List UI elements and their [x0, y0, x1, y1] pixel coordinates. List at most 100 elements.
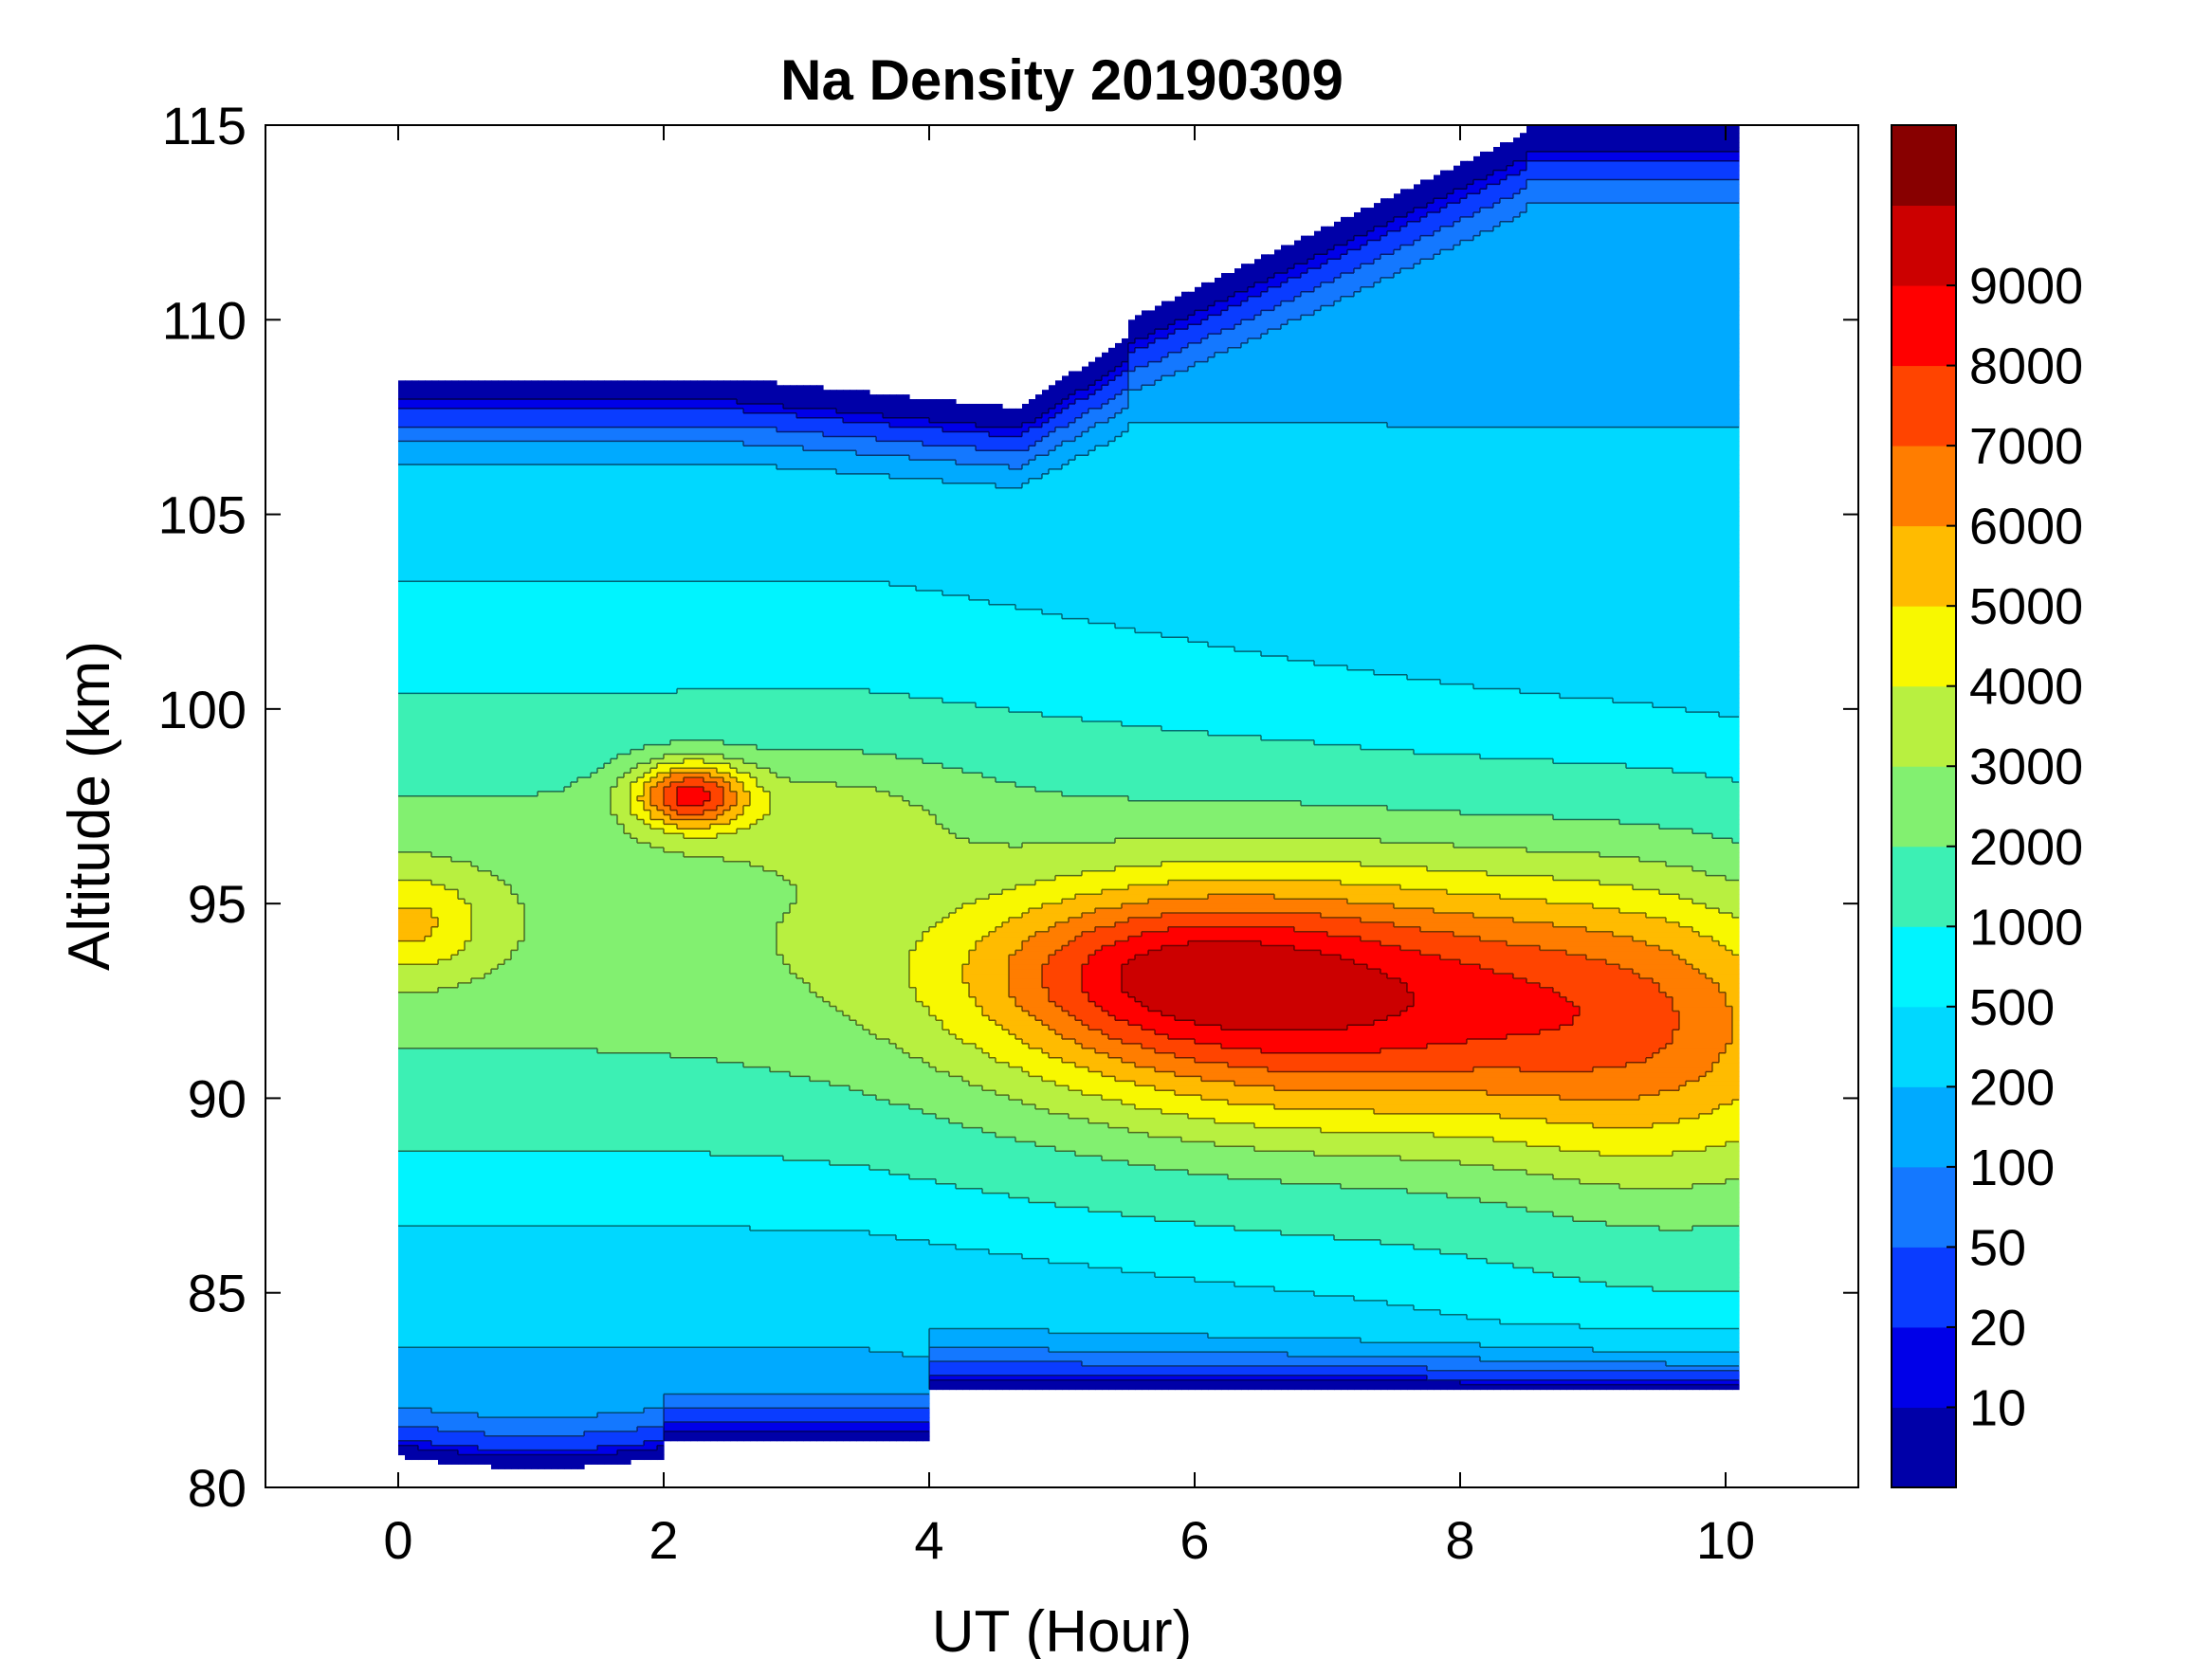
contour-cell [418, 1007, 426, 1012]
contour-cell [405, 591, 412, 596]
contour-cell [398, 1011, 406, 1016]
contour-cell [411, 591, 419, 596]
contour-cell [405, 637, 412, 643]
contour-cell [405, 866, 412, 872]
contour-cell [411, 413, 419, 419]
contour-cell [398, 782, 406, 788]
contour-cell [398, 390, 406, 395]
contour-cell [405, 544, 412, 550]
contour-cell [411, 918, 419, 923]
contour-cell [418, 1053, 426, 1059]
contour-cell [411, 1376, 419, 1381]
contour-cell [405, 1361, 412, 1367]
contour-cell [411, 642, 419, 647]
contour-cell [398, 1408, 406, 1413]
contour-cell [405, 1282, 412, 1287]
contour-cell [398, 469, 406, 475]
contour-cell [398, 605, 406, 611]
contour-cell [411, 498, 419, 503]
contour-cell [405, 1310, 412, 1316]
contour-cell [398, 651, 406, 657]
contour-cell [398, 862, 406, 867]
contour-cell [398, 745, 406, 751]
contour-cell [398, 1100, 406, 1105]
contour-cell [405, 409, 412, 414]
contour-cell [405, 1328, 412, 1334]
contour-cell [411, 1128, 419, 1134]
contour-cell [398, 1305, 406, 1311]
contour-cell [398, 884, 406, 890]
contour-cell [411, 1114, 419, 1120]
contour-cell [411, 1015, 419, 1021]
contour-cell [411, 1264, 419, 1269]
contour-cell [418, 1427, 426, 1432]
contour-cell [398, 857, 406, 863]
contour-cell [398, 740, 406, 746]
contour-cell [405, 932, 412, 938]
contour-cell [398, 1231, 406, 1236]
contour-cell [418, 1119, 426, 1124]
contour-cell [418, 993, 426, 998]
contour-cell [411, 945, 419, 951]
contour-cell [411, 1007, 419, 1012]
contour-cell [411, 712, 419, 718]
contour-cell [405, 983, 412, 989]
contour-cell [418, 1175, 426, 1180]
contour-cell [398, 1007, 406, 1012]
contour-cell [405, 610, 412, 615]
contour-cell [398, 997, 406, 1003]
contour-cell [398, 969, 406, 975]
contour-cell [418, 1226, 426, 1231]
contour-cell [411, 1310, 419, 1316]
contour-cell [418, 1090, 426, 1096]
contour-cell [411, 1104, 419, 1110]
contour-cell [405, 684, 412, 690]
contour-cell [405, 549, 412, 555]
contour-cell [418, 1352, 426, 1358]
contour-cell [405, 1058, 412, 1064]
contour-cell [411, 432, 419, 438]
contour-cell [411, 1039, 419, 1045]
contour-cell [398, 680, 406, 685]
contour-cell [405, 1048, 412, 1054]
contour-cell [418, 1156, 426, 1161]
contour-cell [411, 1011, 419, 1016]
contour-cell [398, 1198, 406, 1204]
contour-cell [398, 511, 406, 517]
contour-cell [398, 1291, 406, 1297]
contour-cell [418, 1282, 426, 1287]
contour-cell [398, 974, 406, 979]
contour-cell [405, 450, 412, 456]
contour-cell [398, 1165, 406, 1171]
contour-cell [405, 1254, 412, 1260]
contour-cell [398, 1398, 406, 1404]
contour-cell [398, 1128, 406, 1134]
contour-cell [405, 833, 412, 839]
contour-cell [411, 1063, 419, 1068]
contour-cell [398, 1104, 406, 1110]
contour-cell [398, 763, 406, 769]
contour-cell [418, 1189, 426, 1194]
contour-cell [405, 974, 412, 979]
contour-cell [405, 1417, 412, 1423]
contour-cell [405, 1020, 412, 1026]
contour-cell [411, 941, 419, 947]
contour-cell [418, 964, 426, 970]
contour-cell [405, 945, 412, 951]
contour-cell [405, 1194, 412, 1199]
contour-cell [418, 1431, 426, 1437]
contour-cell [411, 539, 419, 545]
contour-cell [405, 651, 412, 657]
contour-cell [405, 1385, 412, 1391]
contour-cell [411, 525, 419, 531]
contour-cell [411, 1160, 419, 1166]
contour-cell [405, 488, 412, 494]
contour-cell [411, 1254, 419, 1260]
contour-cell [398, 712, 406, 718]
contour-cell [398, 516, 406, 521]
contour-cell [411, 871, 419, 877]
contour-cell [398, 806, 406, 811]
contour-cell [405, 1067, 412, 1073]
contour-cell [411, 702, 419, 708]
contour-cell [405, 1184, 412, 1190]
